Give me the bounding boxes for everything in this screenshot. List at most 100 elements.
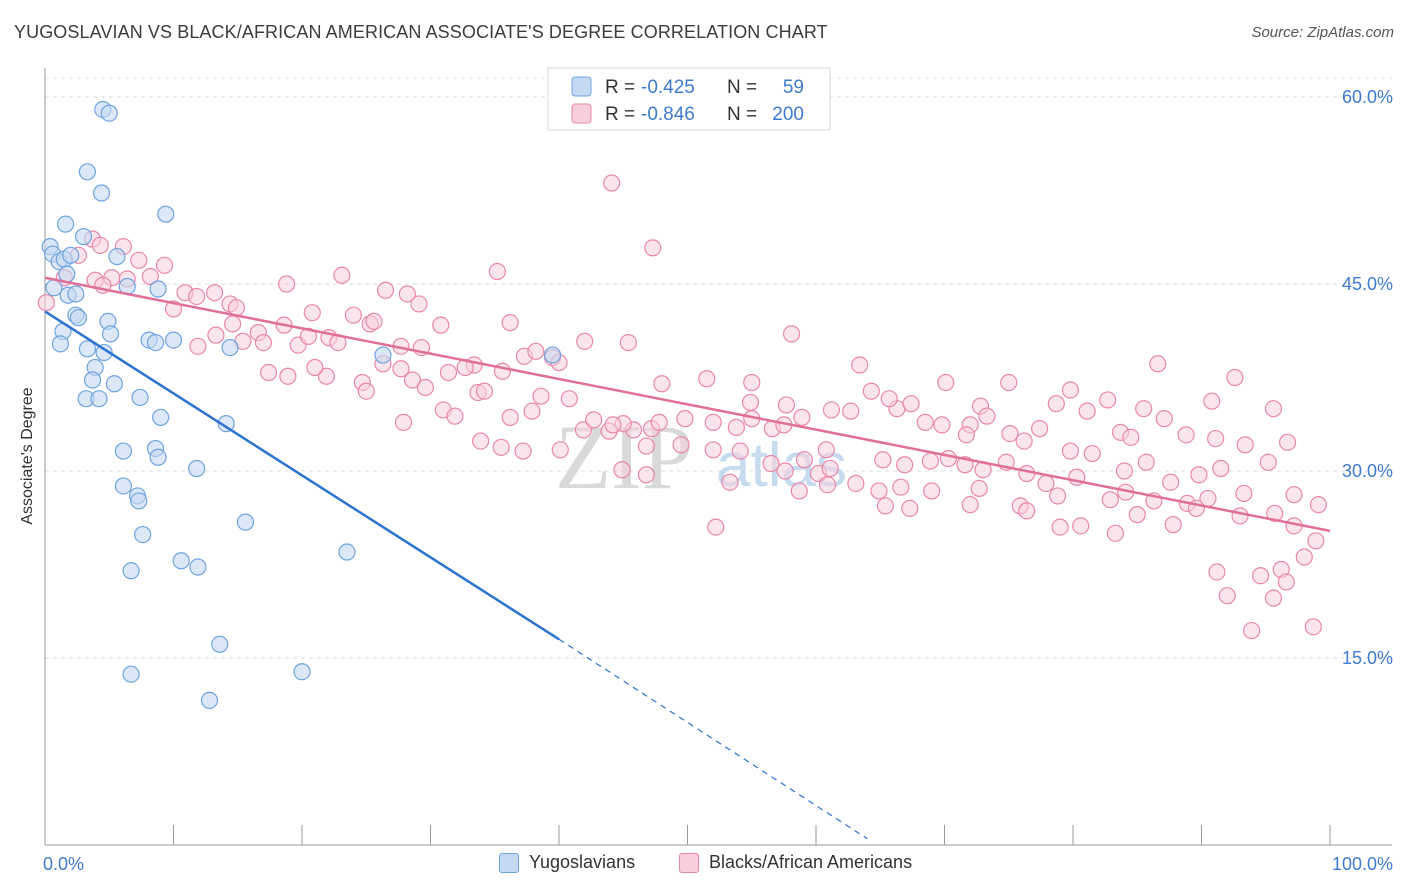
blacks-point-129 [923, 482, 941, 500]
yugoslavians-point-38 [131, 388, 149, 407]
blacks-point-176 [937, 373, 955, 392]
yugoslavians-point-3 [92, 184, 111, 202]
blacks-point-148 [1072, 517, 1090, 535]
blacks-point-27 [303, 304, 321, 322]
blacks-point-56 [259, 363, 278, 382]
blacks-point-50 [317, 367, 336, 385]
blacks-point-82 [741, 393, 760, 412]
blacks-point-168 [1155, 410, 1173, 428]
x-tick-labels: 0.0% 100.0% [43, 854, 1393, 874]
blacks-point-150 [1128, 506, 1146, 524]
yugoslavians-point-2 [78, 163, 97, 181]
legend-n-label-1: N = [727, 104, 757, 125]
blacks-point-85 [880, 390, 898, 408]
blacks-point-119 [1115, 462, 1134, 480]
blacks-point-149 [1106, 524, 1125, 542]
legend-swatch-1 [571, 103, 592, 124]
blacks-point-3 [333, 266, 351, 284]
blacks-point-75 [822, 401, 841, 419]
blacks-point-100 [704, 441, 722, 459]
legend-r-label-0: R = [605, 77, 635, 98]
blacks-point-167 [1177, 426, 1195, 444]
yugoslavians-point-31 [374, 346, 392, 364]
blacks-point-49 [403, 371, 422, 389]
legend-n-label-0: N = [727, 77, 757, 98]
yugoslavians-point-34 [83, 371, 102, 389]
blacks-point-192 [492, 438, 510, 456]
blacks-point-130 [970, 479, 988, 498]
blacks-point-118 [1083, 444, 1101, 463]
yugoslavians-point-43 [149, 448, 167, 466]
blacks-point-117 [1061, 442, 1080, 460]
blacks-point-203 [1218, 587, 1236, 605]
blacks-point-105 [795, 451, 814, 469]
blacks-point-141 [1285, 486, 1303, 504]
trend-line-yugoslavians [44, 310, 560, 641]
yugoslavians-point-54 [211, 635, 229, 653]
yugoslavians-point-41 [114, 442, 132, 460]
blacks-point-69 [727, 418, 745, 436]
blacks-point-173 [978, 407, 996, 425]
blacks-point-108 [874, 451, 892, 469]
blacks-point-199 [1277, 573, 1295, 591]
blacks-point-121 [1162, 473, 1180, 491]
series-yugoslavians-points [41, 100, 562, 709]
yugoslavians-point-50 [338, 543, 356, 561]
blacks-point-161 [1264, 400, 1283, 418]
blacks-point-194 [551, 441, 569, 459]
blacks-point-5 [376, 281, 395, 299]
blacks-point-83 [777, 396, 796, 414]
blacks-point-91 [1078, 402, 1096, 420]
legend-r-value-1: -0.846 [641, 104, 695, 125]
blacks-point-120 [1137, 453, 1155, 471]
yugoslavians-point-26 [164, 331, 183, 349]
blacks-point-99 [637, 466, 655, 484]
blacks-point-64 [523, 402, 541, 420]
blacks-point-15 [37, 294, 55, 312]
blacks-point-170 [1099, 391, 1117, 409]
legend-n-value-0: 59 [783, 77, 804, 98]
yugoslavians-point-15 [149, 280, 167, 298]
blacks-point-89 [1001, 425, 1019, 443]
blacks-point-115 [1018, 464, 1036, 483]
blacks-point-142 [1309, 496, 1328, 514]
blacks-point-171 [1030, 420, 1049, 438]
blacks-point-151 [1164, 516, 1182, 534]
axes [44, 68, 1392, 846]
blacks-point-7 [410, 295, 428, 313]
blacks-point-127 [870, 482, 888, 500]
blacks-point-98 [613, 461, 631, 479]
blacks-point-4 [277, 275, 296, 293]
yugoslavians-point-28 [221, 338, 239, 357]
trend-line-yugoslavians-extension [558, 638, 868, 840]
blacks-point-79 [933, 416, 951, 434]
yugoslavians-point-39 [152, 408, 170, 426]
blacks-point-156 [1307, 532, 1325, 550]
blacks-point-74 [793, 408, 811, 426]
blacks-point-93 [1135, 400, 1153, 418]
legend-box [547, 67, 831, 131]
blacks-point-144 [901, 499, 919, 517]
blacks-point-2 [488, 262, 506, 281]
blacks-point-153 [1231, 507, 1249, 525]
blacks-point-33 [254, 333, 273, 352]
blacks-point-174 [1061, 381, 1080, 399]
x-tick-label-0: 0.0% [43, 854, 84, 874]
legend-swatch-0 [571, 76, 592, 97]
blacks-point-159 [847, 474, 865, 493]
blacks-point-147 [1051, 518, 1069, 536]
blacks-point-28 [344, 306, 362, 324]
blacks-point-76 [842, 402, 860, 420]
blacks-point-19 [141, 267, 159, 286]
blacks-point-145 [961, 496, 979, 514]
blacks-point-58 [416, 378, 434, 397]
blacks-point-106 [817, 441, 835, 459]
blacks-point-180 [698, 370, 716, 388]
blacks-point-40 [501, 314, 519, 332]
blacks-point-183 [365, 312, 383, 330]
blacks-point-86 [902, 395, 920, 413]
blacks-point-146 [1018, 502, 1036, 520]
yugoslavians-point-30 [95, 343, 113, 362]
blacks-point-71 [704, 413, 722, 431]
source-label: Source: ZipAtlas.com [1251, 24, 1394, 41]
